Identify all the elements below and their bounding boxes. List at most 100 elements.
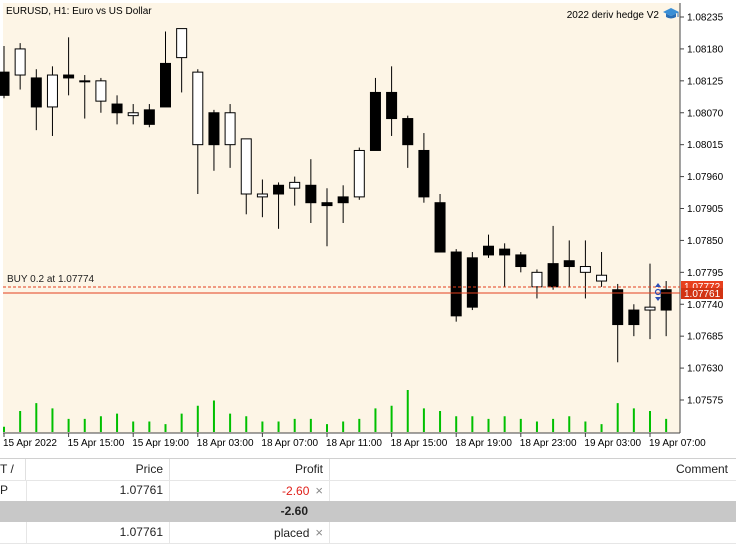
order-status-cell: placed × xyxy=(170,522,330,543)
candle xyxy=(499,243,511,287)
candle xyxy=(192,69,204,194)
time-tick-label: 19 Apr 07:00 xyxy=(649,438,706,449)
candle xyxy=(450,249,462,322)
time-tick-label: 15 Apr 19:00 xyxy=(132,438,189,449)
price-tick-label: 1.08235 xyxy=(687,13,724,24)
candle xyxy=(660,281,672,337)
trade-lines: BUY 0.2 at 1.07774 xyxy=(3,274,680,294)
candle xyxy=(418,133,430,203)
candle-body xyxy=(337,196,349,204)
candle-body xyxy=(547,263,559,288)
header-price[interactable]: Price xyxy=(26,459,170,480)
candle-body xyxy=(0,71,10,96)
candle-body xyxy=(111,103,123,114)
candle xyxy=(386,66,398,136)
candle-body xyxy=(483,245,494,256)
header-comment[interactable]: Comment xyxy=(675,462,728,476)
trade-label: BUY 0.2 at 1.07774 xyxy=(7,274,95,285)
candle xyxy=(563,240,575,287)
candle xyxy=(515,252,527,273)
candle xyxy=(337,185,349,224)
price-tick-label: 1.07905 xyxy=(687,204,724,215)
candle xyxy=(111,95,123,125)
price-chart[interactable]: BUY 0.2 at 1.07774 1.08235 1.08180 1.08125… xyxy=(0,0,736,458)
candle xyxy=(579,240,591,299)
position-profit: -2.60 xyxy=(282,484,310,498)
price-tick-label: 1.07630 xyxy=(687,364,724,375)
candle-body xyxy=(596,274,608,282)
candle-body xyxy=(192,71,204,146)
candle-body xyxy=(160,62,171,108)
candle-body xyxy=(660,289,672,311)
price-tick-label: 1.08125 xyxy=(687,76,724,87)
candle xyxy=(0,46,10,99)
time-tick-label: 18 Apr 15:00 xyxy=(391,438,448,449)
candle-body xyxy=(321,202,333,207)
candle xyxy=(256,179,268,218)
ea-label: 2022 deriv hedge V2 xyxy=(567,10,660,21)
price-tick-label: 1.07685 xyxy=(687,332,724,343)
candle xyxy=(208,109,220,171)
price-scale: 1.08235 1.08180 1.08125 1.08070 1.08015 1.079… xyxy=(680,13,724,407)
trade-marker-icon[interactable] xyxy=(654,283,662,301)
candle-body xyxy=(386,91,398,120)
position-profit-cell: -2.60 × xyxy=(170,480,330,501)
candle-body xyxy=(176,28,188,59)
time-tick-label: 18 Apr 19:00 xyxy=(455,438,512,449)
candle-body xyxy=(63,74,75,79)
price-tag-lower-bg xyxy=(681,288,723,299)
candle-body xyxy=(563,260,575,268)
candle-body xyxy=(644,306,656,311)
candle xyxy=(596,252,608,287)
price-tick-label: 1.08180 xyxy=(687,44,724,55)
candle xyxy=(46,66,58,136)
time-tick-label: 15 Apr 15:00 xyxy=(68,438,125,449)
time-tick-label: 18 Apr 07:00 xyxy=(261,438,318,449)
candle xyxy=(321,188,333,247)
header-tp[interactable]: T / P xyxy=(0,459,26,497)
candle xyxy=(143,104,155,128)
candle-body xyxy=(305,184,317,204)
position-price: 1.07761 xyxy=(26,480,170,501)
candle xyxy=(176,28,188,93)
candle xyxy=(240,138,252,215)
candle-body xyxy=(240,138,252,195)
candle xyxy=(483,234,494,258)
candle xyxy=(160,31,171,108)
time-tick-label: 15 Apr 2022 xyxy=(3,438,57,449)
header-profit[interactable]: Profit xyxy=(170,459,330,480)
graduation-cap-icon[interactable] xyxy=(663,8,679,19)
candle xyxy=(79,75,91,119)
candle-body xyxy=(256,193,268,198)
price-tick-label: 1.07575 xyxy=(687,396,724,407)
candle-body xyxy=(353,149,365,198)
close-order-icon[interactable]: × xyxy=(315,525,323,540)
price-tag-lower: 1.07761 xyxy=(684,289,721,300)
price-tags: 1.07772 1.07761 xyxy=(681,281,723,300)
candle-body xyxy=(628,309,640,326)
candle-body xyxy=(612,289,624,326)
candle xyxy=(14,43,26,90)
time-tick-label: 18 Apr 03:00 xyxy=(197,438,254,449)
candle-body xyxy=(369,91,381,151)
candle-body xyxy=(30,77,42,108)
total-row: -2.60 xyxy=(0,501,736,522)
candle-body xyxy=(402,118,414,146)
candle xyxy=(127,104,139,125)
candle xyxy=(612,283,624,363)
trade-panel: T / P Price Profit Comment 1.07761 -2.60… xyxy=(0,458,736,544)
position-row[interactable]: 1.07761 -2.60 × xyxy=(0,480,736,502)
candle-body xyxy=(499,248,511,256)
candles xyxy=(0,28,672,363)
candle-body xyxy=(434,202,446,253)
candle xyxy=(628,304,640,337)
candle-body xyxy=(95,80,107,102)
close-position-icon[interactable]: × xyxy=(315,483,323,498)
candle-body xyxy=(79,80,91,83)
candlestick-chart-svg[interactable]: BUY 0.2 at 1.07774 1.08235 1.08180 1.08125… xyxy=(0,0,736,458)
candle-body xyxy=(531,271,543,288)
order-row[interactable]: 1.07761 placed × xyxy=(0,522,736,544)
candle-body xyxy=(418,149,430,198)
time-tick-label: 18 Apr 11:00 xyxy=(326,438,382,449)
candle xyxy=(369,77,381,151)
